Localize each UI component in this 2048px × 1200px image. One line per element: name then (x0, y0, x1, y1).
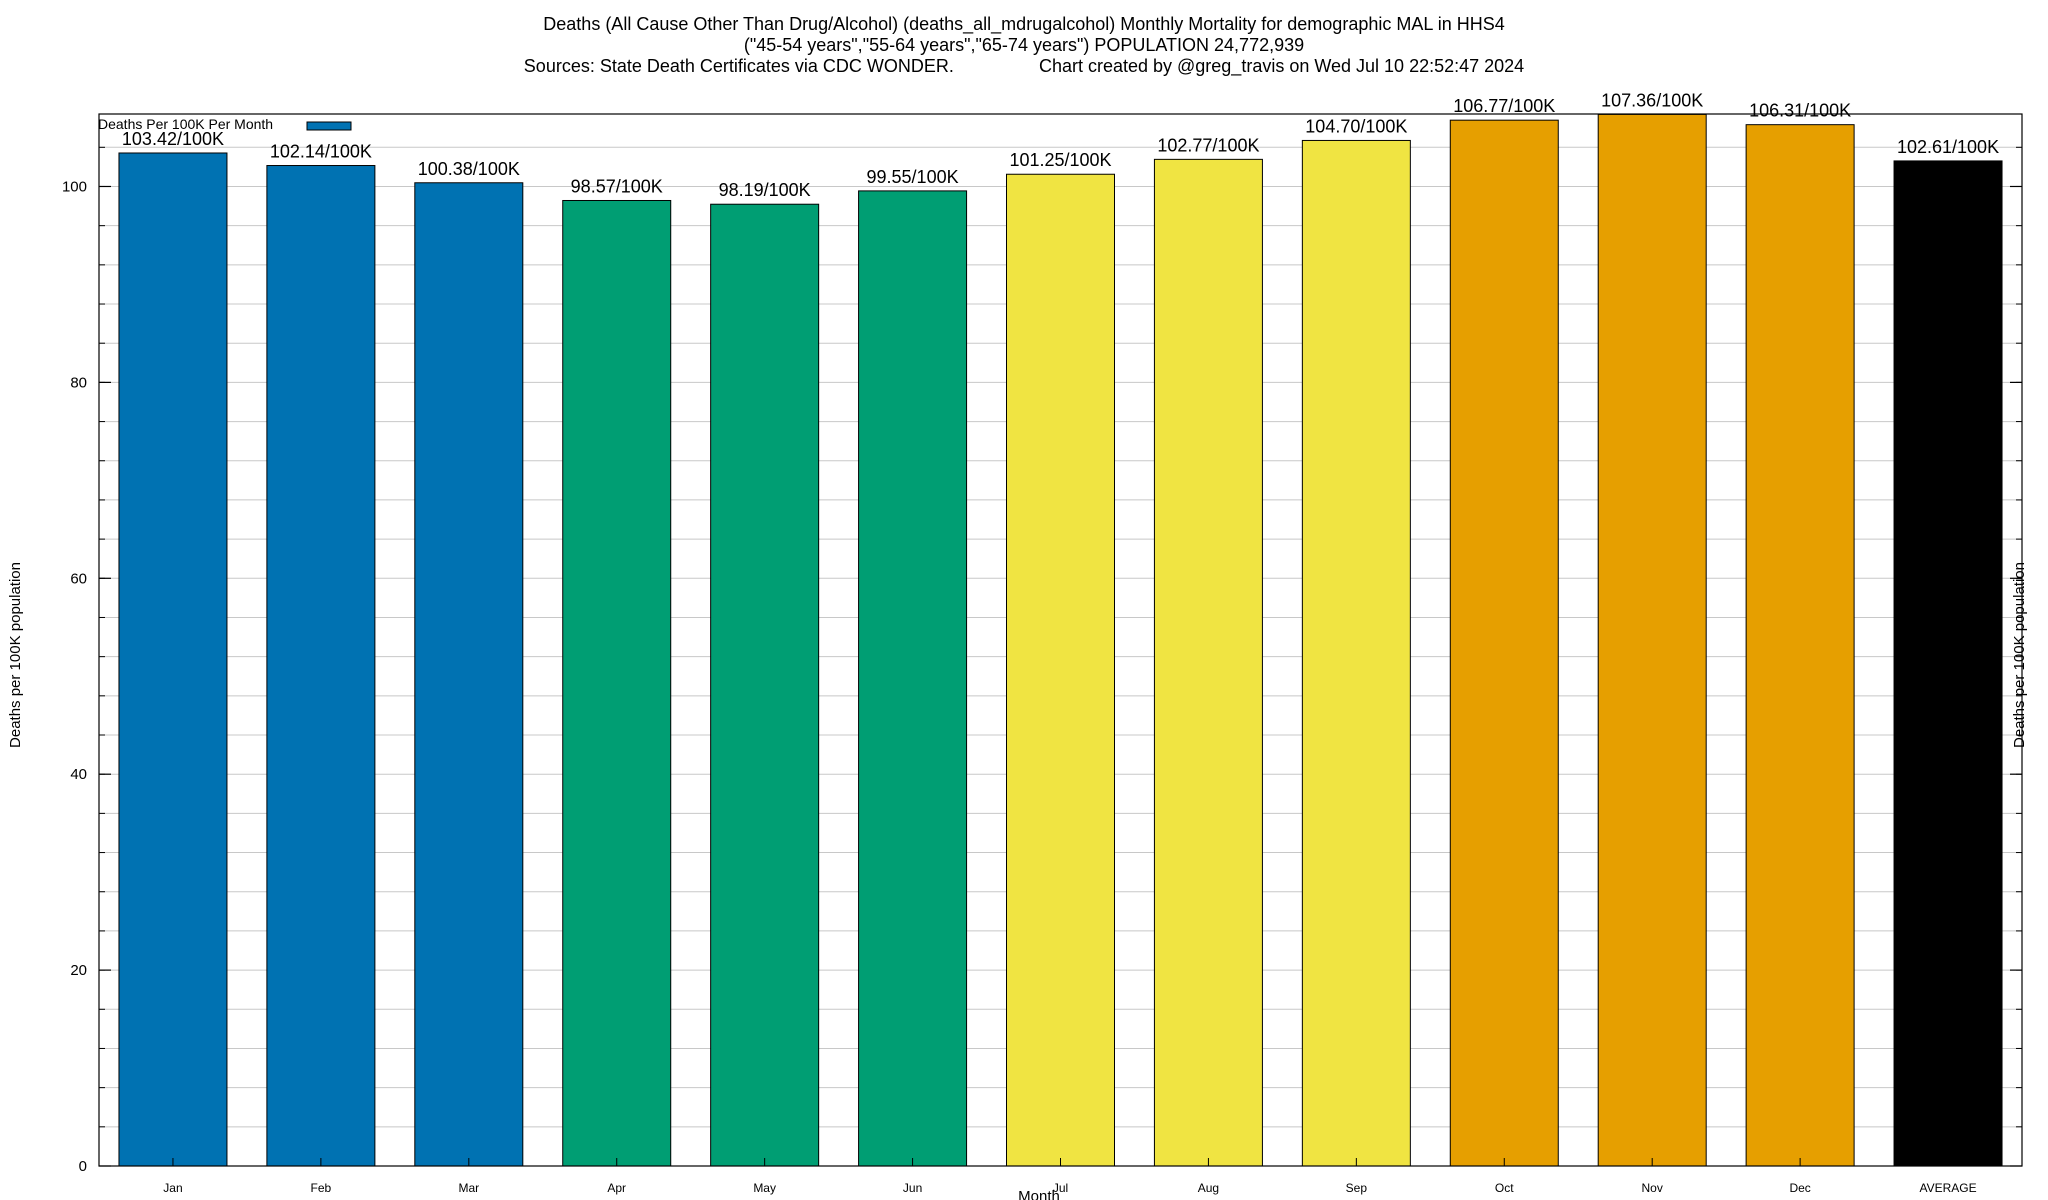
data-labels: 103.42/100K 102.14/100K 100.38/100K 98.57/1… (122, 90, 1999, 200)
x-tick-label: Aug (1198, 1181, 1219, 1195)
title-line-2: ("45-54 years","55-64 years","65-74 year… (744, 35, 1304, 55)
y-tick-label: 0 (79, 1158, 87, 1175)
legend: Deaths Per 100K Per Month (98, 116, 352, 132)
y-tick-label: 40 (70, 766, 87, 783)
bar-nov (1597, 113, 1707, 1167)
x-axis-ticks: Jan Feb Mar Apr May Jun Jul Aug Sep Oct Nov Dec AVER… (163, 1158, 1977, 1195)
y-axis-label-left: Deaths per 100K population (7, 562, 24, 748)
y-tick-label: 80 (70, 374, 87, 391)
legend-label: Deaths Per 100K Per Month (98, 116, 273, 132)
data-label-oct: 106.77/100K (1453, 96, 1555, 116)
x-tick-label: Dec (1789, 1181, 1810, 1195)
x-tick-label: Jun (903, 1181, 922, 1195)
data-label-mar: 100.38/100K (418, 159, 520, 179)
legend-swatch (306, 121, 352, 131)
bar-may (710, 203, 820, 1167)
x-tick-label: Nov (1642, 1181, 1663, 1195)
x-tick-label: Apr (607, 1181, 626, 1195)
bar-mar (414, 182, 524, 1167)
x-tick-label: Sep (1346, 1181, 1368, 1195)
x-tick-label: Jul (1053, 1181, 1068, 1195)
bar-average (1893, 160, 2003, 1167)
bar-sep (1301, 139, 1411, 1167)
bar-apr (562, 199, 672, 1167)
y-tick-label: 100 (62, 178, 87, 195)
y-tick-label: 60 (70, 570, 87, 587)
data-label-average: 102.61/100K (1897, 137, 1999, 157)
x-axis-label: Month (1018, 1188, 1060, 1200)
x-tick-label: Jan (163, 1181, 182, 1195)
bars (118, 113, 2003, 1167)
y-axis-label-right: Deaths per 100K population (2011, 562, 2028, 748)
x-tick-label: Mar (458, 1181, 479, 1195)
data-label-may: 98.19/100K (719, 180, 811, 200)
bar-jul (1006, 173, 1115, 1167)
title-line-1: Deaths (All Cause Other Than Drug/Alcoho… (543, 14, 1504, 35)
title-line-3: Sources: State Death Certificates via CD… (524, 56, 1524, 77)
data-label-apr: 98.57/100K (571, 176, 663, 196)
data-label-dec: 106.31/100K (1749, 101, 1851, 121)
data-label-feb: 102.14/100K (270, 142, 372, 162)
data-label-nov: 107.36/100K (1601, 90, 1703, 110)
chart-title: Deaths (All Cause Other Than Drug/Alcoho… (524, 14, 1524, 77)
bar-dec (1745, 124, 1855, 1167)
y-axis-ticks: 0 20 40 60 80 100 (62, 146, 2022, 1175)
x-tick-label: Feb (311, 1181, 332, 1195)
bar-feb (266, 165, 376, 1167)
data-label-jul: 101.25/100K (1009, 150, 1111, 170)
x-tick-label: AVERAGE (1919, 1181, 1976, 1195)
bar-oct (1449, 119, 1559, 1167)
data-label-jun: 99.55/100K (867, 167, 959, 187)
bar-jun (858, 190, 968, 1167)
y-tick-label: 20 (70, 962, 87, 979)
data-label-jan: 103.42/100K (122, 129, 224, 149)
x-tick-label: May (753, 1181, 776, 1195)
bar-aug (1153, 158, 1263, 1167)
x-tick-label: Oct (1495, 1181, 1514, 1195)
bar-jan (118, 152, 228, 1167)
data-label-sep: 104.70/100K (1305, 116, 1407, 136)
data-label-aug: 102.77/100K (1157, 135, 1259, 155)
